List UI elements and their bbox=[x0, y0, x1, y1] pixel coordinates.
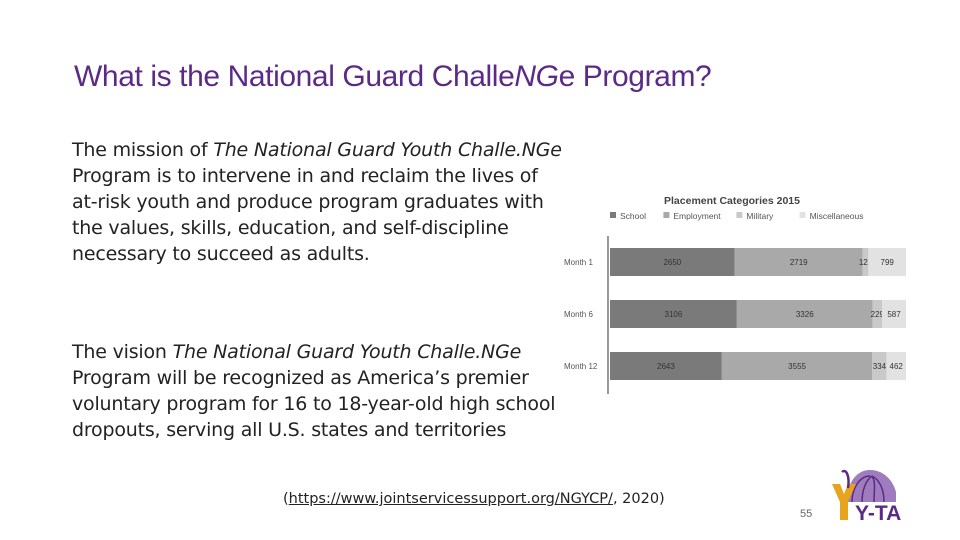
ytac-logo: Y-TAC bbox=[826, 462, 916, 529]
ytac-logo-icon: Y-TAC bbox=[832, 469, 916, 525]
bar-segment-school bbox=[610, 352, 722, 380]
bar-segment-employment bbox=[721, 352, 873, 380]
mission-statement: The mission of The National Guard Youth … bbox=[72, 139, 562, 265]
source-link[interactable]: https://www.jointservicessupport.org/NGY… bbox=[288, 491, 613, 507]
legend-label-school: School bbox=[620, 211, 646, 221]
bar-segment-military bbox=[862, 248, 869, 276]
chart-title: Placement Categories 2015 bbox=[664, 195, 800, 207]
data-label: 2643 bbox=[657, 362, 675, 371]
data-label: 2719 bbox=[790, 258, 808, 267]
vision-program-name: The National Guard Youth Challe.NGe bbox=[172, 341, 522, 363]
bar-segment-military bbox=[872, 352, 887, 380]
data-label: 799 bbox=[881, 258, 895, 267]
bar-segment-employment bbox=[736, 300, 873, 328]
legend-label-employment: Employment bbox=[673, 211, 721, 221]
placement-chart: Placement Categories 2015 School Employmen… bbox=[556, 186, 912, 405]
mission-program-name: The National Guard Youth Challe.NGe bbox=[213, 139, 562, 161]
legend-label-military: Military bbox=[746, 211, 774, 221]
data-label: 587 bbox=[887, 310, 901, 319]
bar-segment-miscellaneous bbox=[882, 300, 906, 328]
bar-segment-school bbox=[610, 248, 735, 276]
legend-swatch-military bbox=[736, 212, 743, 218]
bar-segment-employment bbox=[734, 248, 863, 276]
legend-swatch-school bbox=[610, 212, 616, 218]
category-label: Month 12 bbox=[564, 362, 598, 371]
data-label: 3555 bbox=[788, 362, 806, 371]
data-label: 3326 bbox=[796, 310, 814, 319]
logo-text: Y-TAC bbox=[855, 502, 902, 524]
placement-chart-svg: Placement Categories 2015 School Employmen… bbox=[564, 195, 906, 394]
legend-label-miscellaneous: Miscellaneous bbox=[810, 211, 864, 221]
legend-swatch-miscellaneous bbox=[799, 212, 806, 218]
citation: (https://www.jointservicessupport.org/NG… bbox=[283, 491, 665, 507]
bar-segment-military bbox=[872, 300, 883, 328]
page-number: 55 bbox=[800, 508, 813, 520]
title-emphasis: NG bbox=[514, 60, 559, 93]
data-label: 2650 bbox=[663, 258, 681, 267]
bar-segment-miscellaneous bbox=[886, 352, 906, 380]
legend-swatch-employment bbox=[663, 212, 670, 218]
data-label: 3106 bbox=[665, 310, 683, 319]
vision-statement: The vision The National Guard Youth Chal… bbox=[72, 341, 556, 441]
slide-title: What is the National Guard ChalleNGe Pro… bbox=[74, 60, 712, 93]
category-label: Month 1 bbox=[564, 258, 593, 267]
data-label: 334 bbox=[873, 362, 887, 371]
bar-segment-miscellaneous bbox=[868, 248, 906, 276]
bar-segment-school bbox=[610, 300, 737, 328]
data-label: 229 bbox=[871, 310, 885, 319]
data-label: 121 bbox=[859, 258, 873, 267]
data-label: 462 bbox=[890, 362, 904, 371]
category-label: Month 6 bbox=[564, 310, 593, 319]
